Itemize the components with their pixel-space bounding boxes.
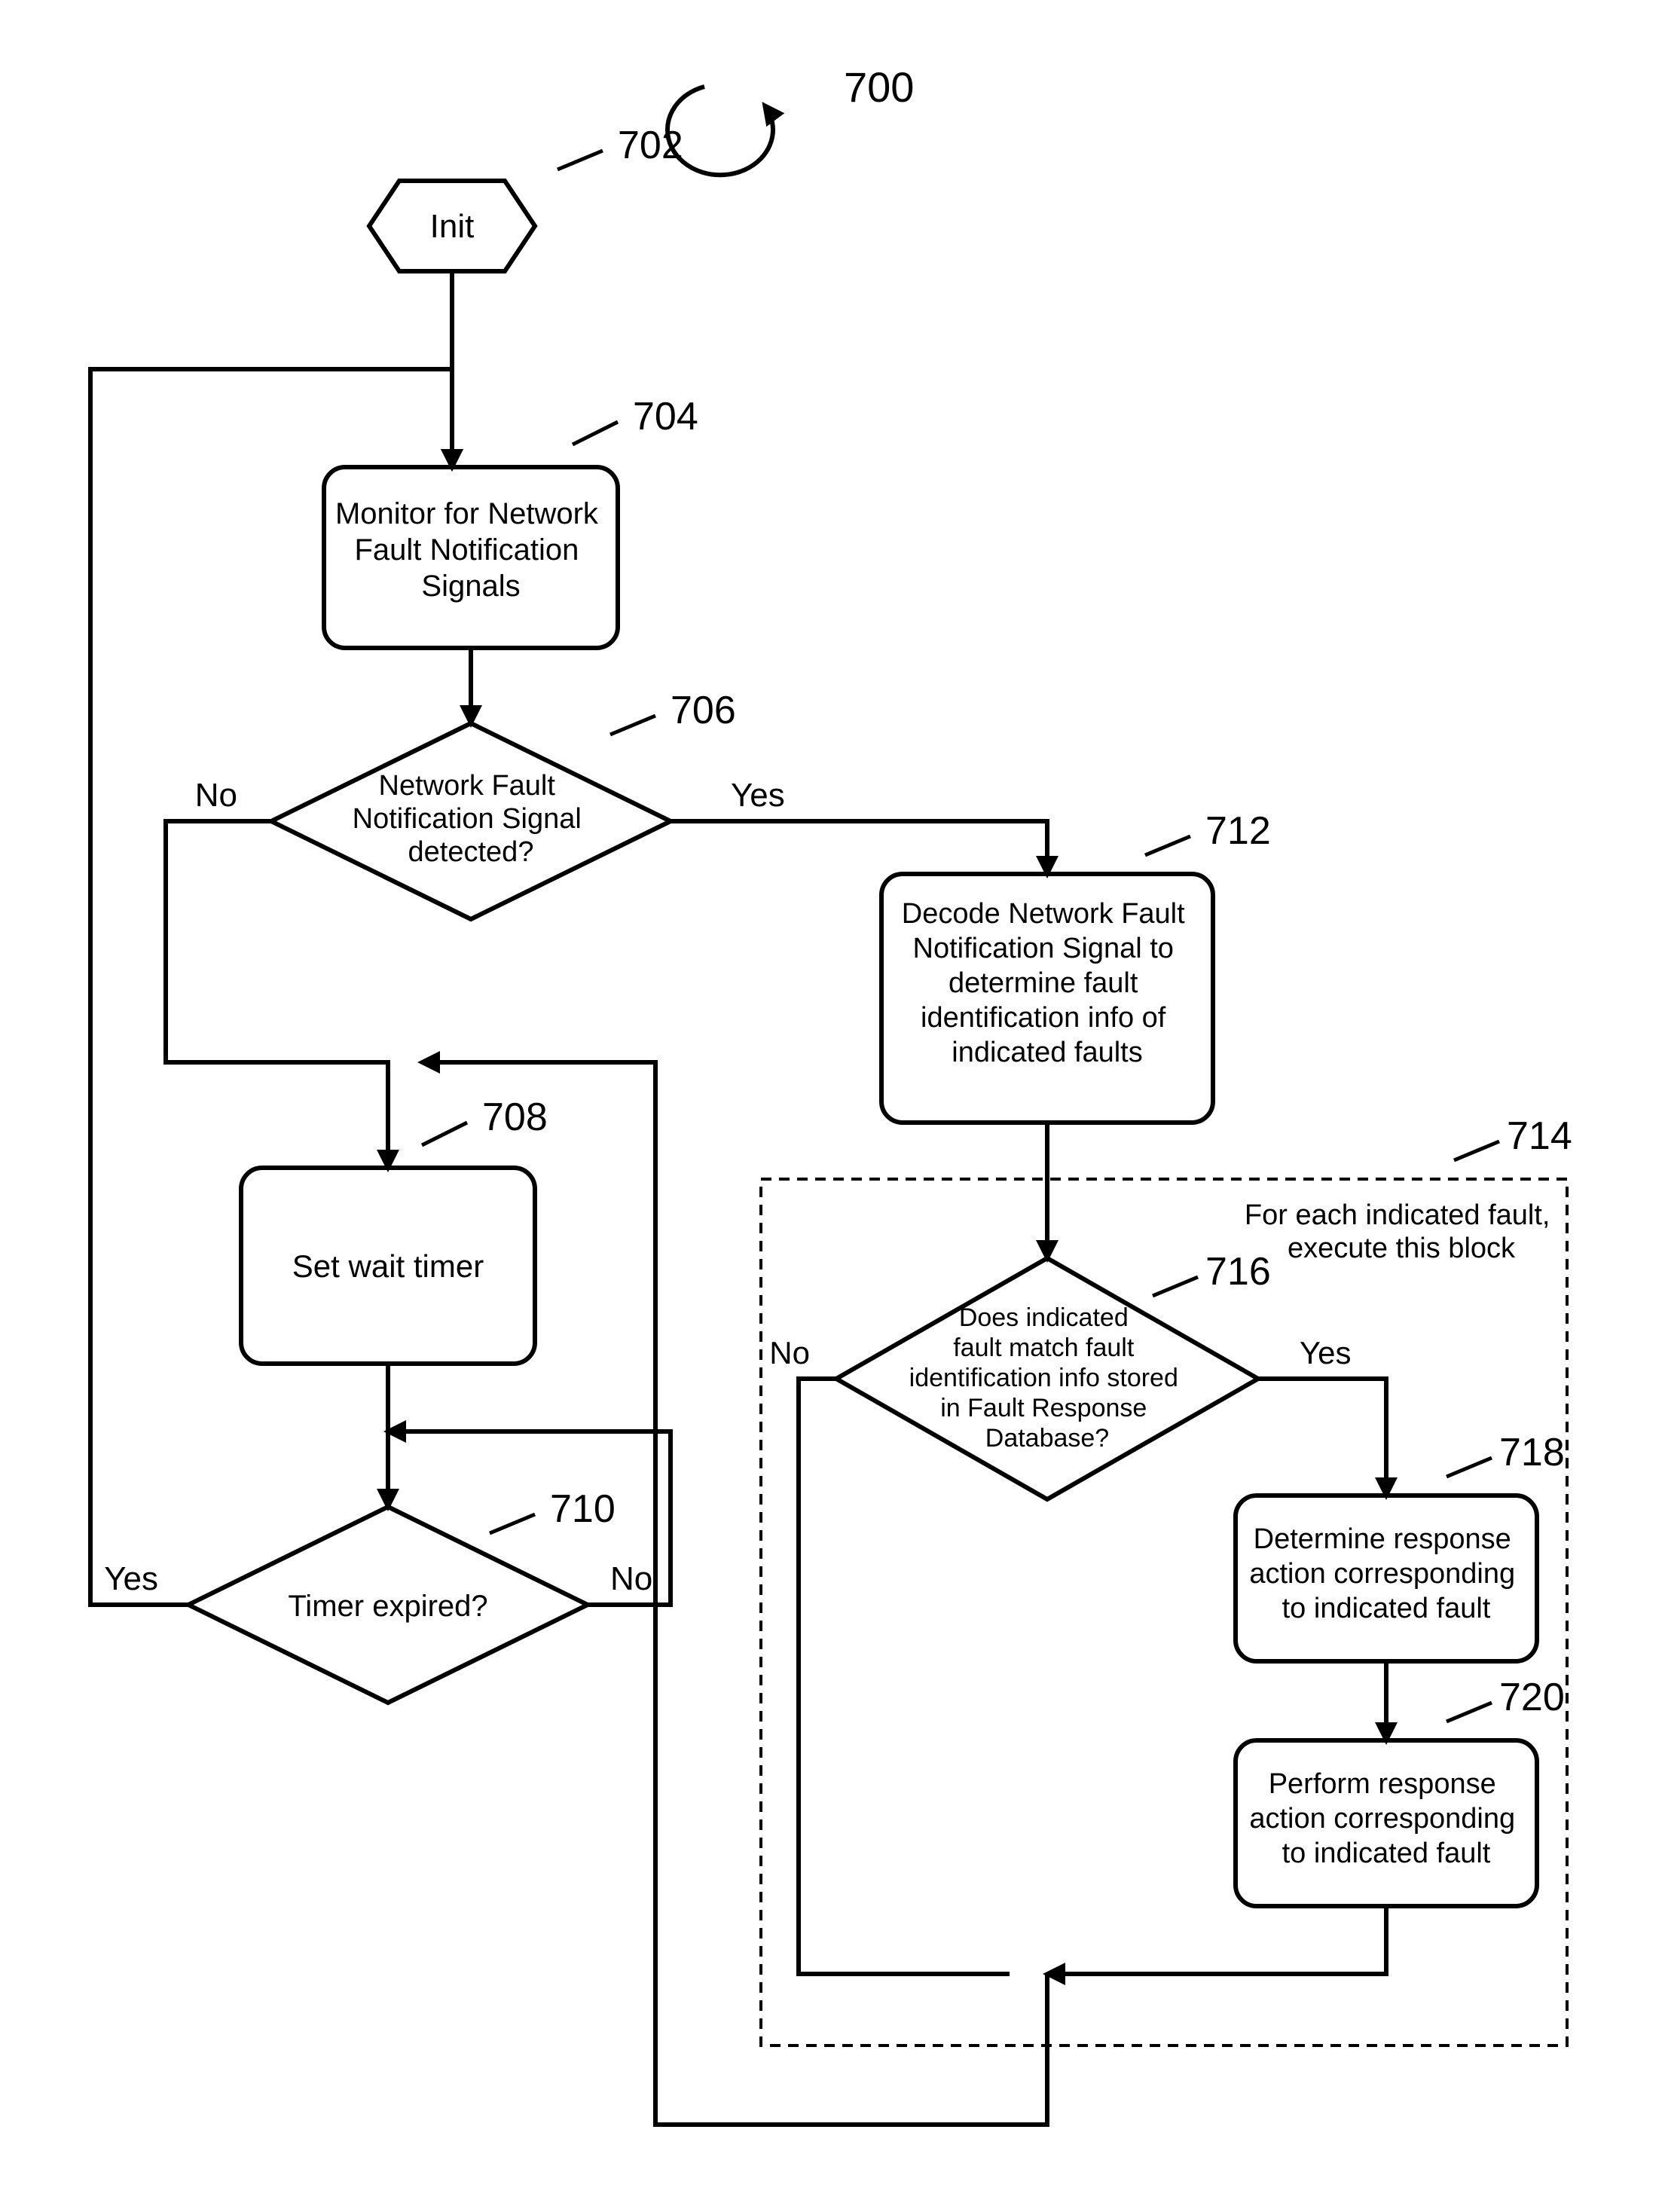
decode-l4: identification info of [921, 1002, 1166, 1034]
node-determine: Determine response action corresponding … [1236, 1496, 1537, 1661]
determine-l2: action corresponding [1249, 1558, 1515, 1590]
ref-706: 706 [610, 689, 736, 735]
svg-text:720: 720 [1499, 1676, 1565, 1719]
node-perform: Perform response action corresponding to… [1236, 1740, 1537, 1906]
match-yes-label: Yes [1300, 1335, 1352, 1370]
edge-match-no [799, 1379, 1010, 1974]
foreach-l1: For each indicated fault, [1245, 1199, 1550, 1231]
svg-text:708: 708 [482, 1095, 548, 1139]
detect-yes-label: Yes [731, 777, 785, 814]
timer-yes-label: Yes [104, 1560, 158, 1597]
node-init-text: Init [430, 208, 475, 245]
svg-text:For each indicated fault,: For each indicated fault, execute this b… [1245, 1199, 1558, 1264]
decode-l3: determine fault [949, 967, 1138, 999]
svg-text:706: 706 [671, 689, 736, 732]
match-l5: Database? [985, 1424, 1109, 1453]
edge-match-yes [1258, 1379, 1386, 1496]
perform-l1: Perform response [1269, 1768, 1496, 1800]
node-timer: Timer expired? [188, 1507, 588, 1703]
svg-text:710: 710 [550, 1487, 616, 1531]
ref-718: 718 [1447, 1431, 1565, 1477]
node-match: Does indicated fault match fault identif… [836, 1258, 1258, 1499]
node-decode: Decode Network Fault Notification Signal… [881, 874, 1213, 1123]
determine-l1: Determine response [1254, 1523, 1511, 1555]
edge-perform-join [1047, 1906, 1386, 1974]
svg-text:714: 714 [1507, 1114, 1572, 1158]
ref-716: 716 [1153, 1250, 1271, 1296]
ref-710: 710 [490, 1487, 616, 1533]
decode-l2: Notification Signal to [913, 933, 1174, 964]
monitor-l2: Fault Notification [354, 533, 579, 567]
svg-text:Determine response actio: Determine response action corresponding … [1249, 1523, 1523, 1624]
node-setwait: Set wait timer [241, 1168, 535, 1364]
monitor-l1: Monitor for Network [335, 497, 599, 530]
ref-700: 700 [844, 63, 914, 111]
detect-l3: detected? [408, 836, 534, 868]
edge-detect-no [166, 821, 388, 1168]
match-l2: fault match fault [953, 1334, 1135, 1362]
match-l1: Does indicated [959, 1303, 1129, 1332]
svg-text:Perform response action: Perform response action corresponding to… [1249, 1768, 1523, 1869]
perform-l3: to indicated fault [1282, 1838, 1491, 1869]
ref-702: 702 [558, 124, 683, 170]
svg-text:716: 716 [1205, 1250, 1271, 1294]
svg-text:704: 704 [633, 395, 698, 438]
node-detect: Network Fault Notification Signal detect… [271, 723, 671, 919]
ref-708: 708 [422, 1095, 548, 1145]
match-l4: in Fault Response [940, 1394, 1147, 1422]
detect-l1: Network Fault [379, 770, 556, 802]
perform-l2: action corresponding [1249, 1803, 1515, 1835]
ref-714: 714 [1454, 1114, 1572, 1160]
match-no-label: No [769, 1335, 810, 1370]
node-init: Init [369, 181, 535, 271]
ref-712: 712 [1145, 809, 1271, 855]
monitor-l3: Signals [421, 570, 520, 603]
svg-text:702: 702 [618, 124, 683, 167]
edge-detect-yes [671, 821, 1047, 874]
ref-704: 704 [573, 395, 698, 445]
timer-no-label: No [610, 1560, 652, 1597]
decode-l5: indicated faults [952, 1037, 1143, 1068]
figure-ref-700: 700 [668, 63, 914, 175]
node-monitor: Monitor for Network Fault Notification S… [324, 467, 618, 648]
ref-720: 720 [1447, 1676, 1565, 1722]
timer-l1: Timer expired? [288, 1590, 487, 1623]
foreach-l2: execute this block [1288, 1233, 1516, 1264]
setwait-l1: Set wait timer [292, 1248, 484, 1284]
svg-text:718: 718 [1499, 1431, 1565, 1474]
svg-text:712: 712 [1205, 809, 1271, 853]
detect-l2: Notification Signal [353, 803, 582, 835]
decode-l1: Decode Network Fault [902, 898, 1185, 930]
match-l3: identification info stored [909, 1364, 1178, 1392]
determine-l3: to indicated fault [1282, 1593, 1491, 1624]
detect-no-label: No [195, 777, 237, 814]
